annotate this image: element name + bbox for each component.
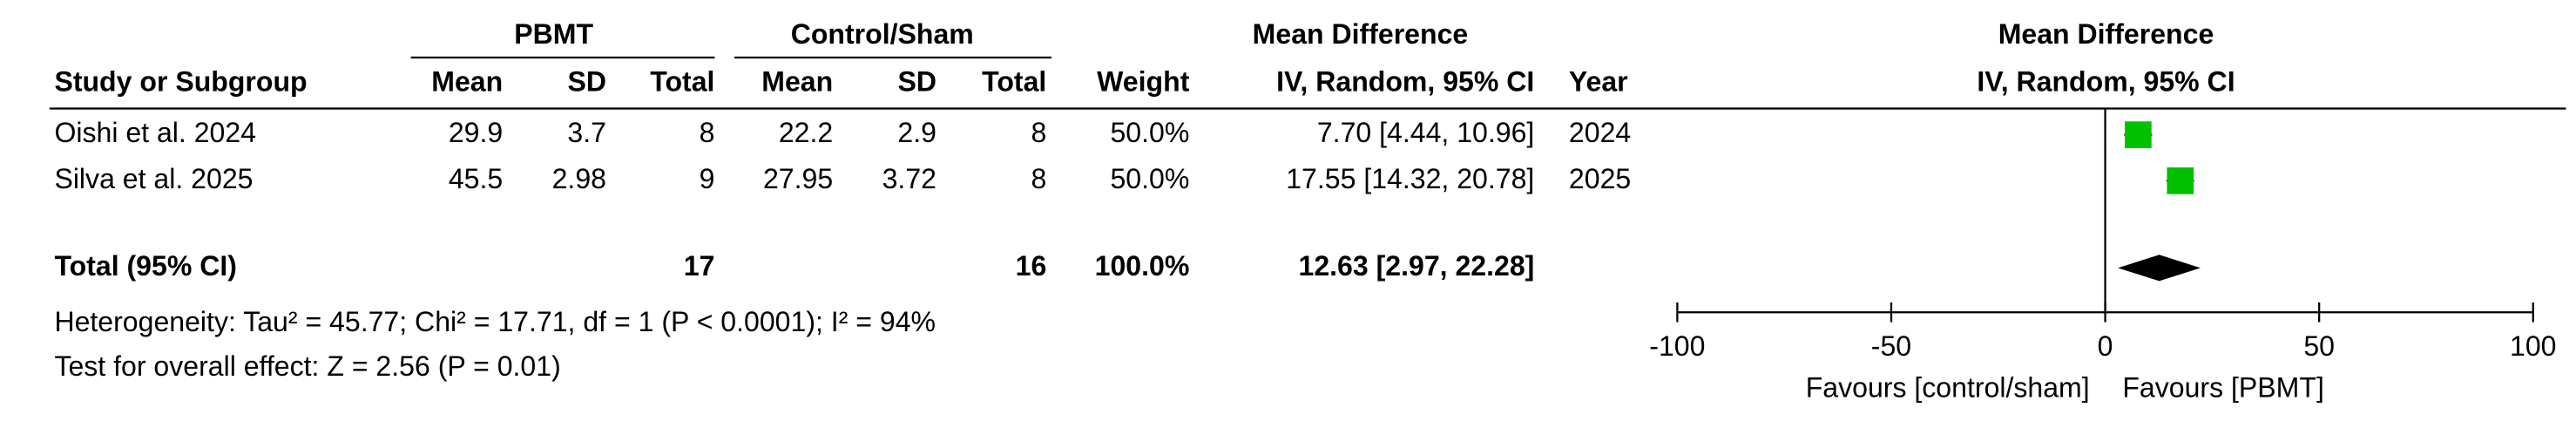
- group-header: Control/Sham: [791, 18, 974, 50]
- cell: 7.70 [4.44, 10.96]: [1317, 117, 1534, 148]
- total-cell: Total (95% CI): [54, 250, 237, 282]
- cell: 29.9: [449, 117, 503, 148]
- cell: 27.95: [763, 163, 833, 194]
- cell: 45.5: [449, 163, 503, 194]
- cell: 2025: [1569, 163, 1631, 194]
- overall-effect: Test for overall effect: Z = 2.56 (P = 0…: [54, 350, 560, 382]
- cell: 50.0%: [1110, 163, 1189, 194]
- favours-right: Favours [PBMT]: [2122, 371, 2324, 403]
- cell: 2.98: [552, 163, 606, 194]
- column-header: SD: [897, 66, 936, 98]
- total-cell: 16: [1016, 250, 1047, 282]
- group-header: PBMT: [514, 18, 593, 50]
- cell: 8: [1031, 163, 1046, 194]
- cell: 22.2: [779, 117, 833, 148]
- x-tick-label: 100: [2510, 330, 2556, 362]
- cell: Silva et al. 2025: [54, 163, 253, 194]
- x-tick-label: -100: [1649, 330, 1705, 362]
- cell: 2.9: [897, 117, 936, 148]
- column-header: SD: [567, 66, 606, 98]
- plot-title: Mean Difference: [1998, 18, 2214, 50]
- effect-header: Mean Difference: [1253, 18, 1469, 50]
- cell: 8: [1031, 117, 1046, 148]
- cell: 8: [700, 117, 715, 148]
- favours-left: Favours [control/sham]: [1806, 371, 2090, 403]
- column-header: Total: [982, 66, 1046, 98]
- cell: 3.72: [882, 163, 936, 194]
- column-header: Mean: [431, 66, 503, 98]
- cell: 9: [700, 163, 715, 194]
- column-header: Weight: [1097, 66, 1190, 98]
- column-header: Mean: [761, 66, 833, 98]
- column-header: IV, Random, 95% CI: [1276, 66, 1534, 98]
- x-tick-label: -50: [1871, 330, 1911, 362]
- cell: 2024: [1569, 117, 1631, 148]
- total-cell: 12.63 [2.97, 22.28]: [1299, 250, 1535, 282]
- x-tick-label: 50: [2303, 330, 2335, 362]
- plot-subtitle: IV, Random, 95% CI: [1977, 66, 2235, 98]
- column-header: Total: [650, 66, 714, 98]
- total-cell: 100.0%: [1095, 250, 1190, 282]
- cell: 50.0%: [1110, 117, 1189, 148]
- total-diamond: [2118, 255, 2201, 282]
- cell: 3.7: [567, 117, 606, 148]
- cell: Oishi et al. 2024: [54, 117, 256, 148]
- total-cell: 17: [684, 250, 715, 282]
- study-square: [2167, 167, 2194, 194]
- column-header: Year: [1569, 66, 1628, 98]
- study-square: [2125, 121, 2152, 148]
- x-tick-label: 0: [2098, 330, 2113, 362]
- heterogeneity: Heterogeneity: Tau² = 45.77; Chi² = 17.7…: [54, 306, 936, 337]
- column-header: Study or Subgroup: [54, 66, 307, 98]
- cell: 17.55 [14.32, 20.78]: [1286, 163, 1534, 194]
